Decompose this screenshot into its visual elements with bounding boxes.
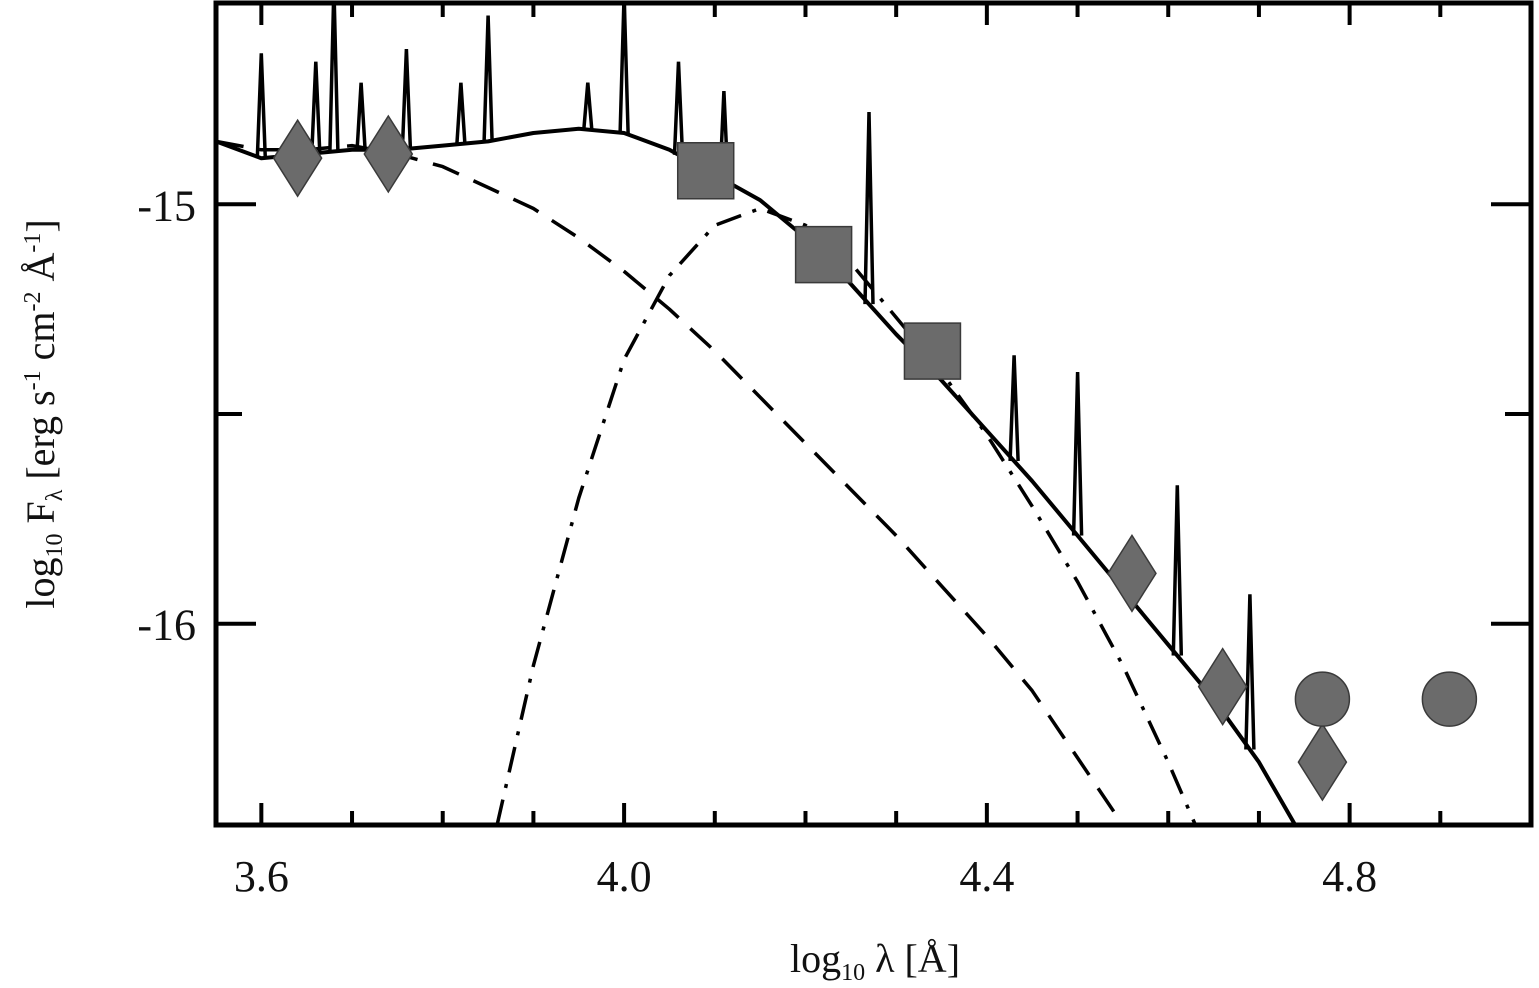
emission-line-spike (355, 82, 367, 150)
emission-line-spike (328, 3, 340, 152)
diamond-marker (1297, 722, 1348, 802)
diamond-marker (272, 118, 323, 198)
circle-marker (1421, 671, 1478, 727)
diamond-marker (363, 114, 414, 194)
square-marker (676, 142, 735, 200)
emission-line-spike (618, 3, 630, 134)
series-dashed-line (216, 139, 1125, 825)
square-marker (903, 322, 962, 380)
x-tick-label: 4.0 (597, 852, 652, 901)
emission-line-spike (1244, 594, 1256, 750)
emission-line-spike (310, 61, 322, 154)
emission-line-spike (1008, 355, 1020, 462)
x-tick-label: 4.8 (1322, 852, 1377, 901)
y-axis-label: log10 Fλ [erg s-1 cm-2 Å-1] (18, 219, 68, 608)
emission-line-spike (482, 15, 494, 142)
tick-labels: 3.6 4.0 4.4 4.8 -15 -16 (137, 181, 1377, 901)
x-axis-label: log10 λ [Å] (790, 936, 960, 986)
plot-area (216, 3, 1297, 825)
emission-line-spike (582, 82, 594, 130)
emission-line-spike (455, 82, 467, 145)
series-dash-dot-line (495, 206, 1198, 825)
diamond-marker (1107, 533, 1157, 613)
series-solid-line (216, 126, 1297, 825)
y-tick-label: -16 (137, 601, 196, 650)
emission-line-spike (1171, 485, 1184, 656)
emission-line-spike (400, 49, 413, 149)
square-marker (794, 225, 853, 284)
plot-frame (213, 0, 1534, 828)
circle-marker (1294, 671, 1351, 727)
emission-line-spike (1071, 372, 1084, 536)
photometry-markers (272, 114, 1478, 802)
x-tick-label: 3.6 (234, 852, 289, 901)
emission-line-spike (255, 53, 268, 159)
y-tick-label: -15 (137, 181, 196, 230)
diamond-marker (1197, 647, 1248, 727)
emission-line-spike (672, 61, 685, 155)
emission-line-spike (863, 111, 875, 305)
x-tick-label: 4.4 (959, 852, 1014, 901)
